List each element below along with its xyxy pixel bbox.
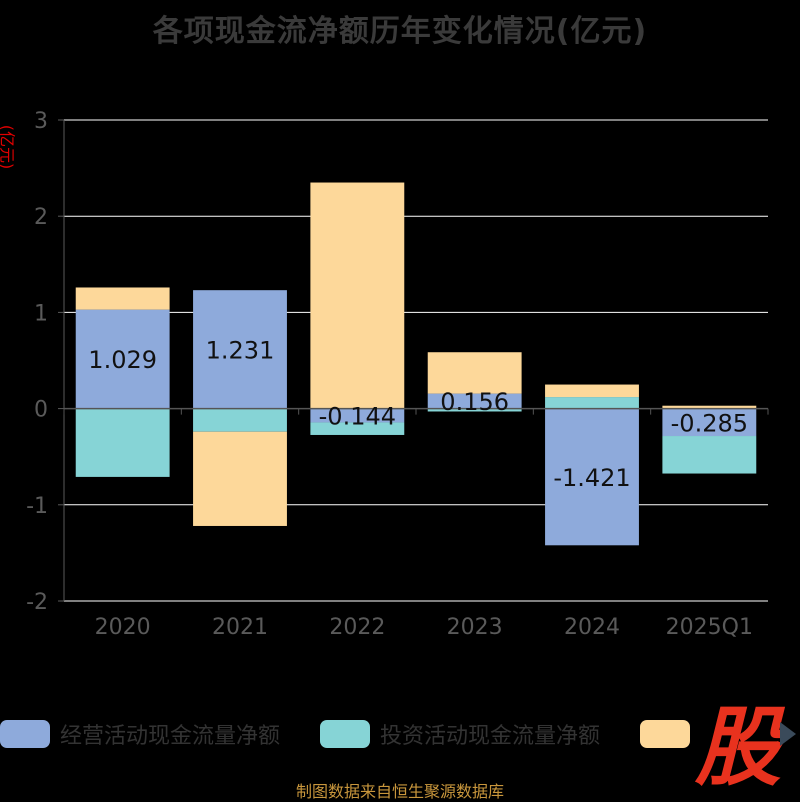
brand-logo: 股 [695, 698, 781, 798]
bar-financing [662, 405, 757, 409]
legend-next-arrow-icon[interactable] [780, 722, 796, 746]
data-label: -1.421 [553, 464, 630, 492]
bar-investing [310, 422, 405, 435]
bar-operating [545, 408, 639, 546]
y-tick-label: 0 [34, 398, 48, 423]
bar-investing [662, 436, 757, 474]
legend-swatch-operating [0, 720, 50, 748]
bar-financing [545, 384, 639, 398]
bar-financing [310, 182, 405, 409]
legend: 经营活动现金流量净额 投资活动现金流量净额 [0, 712, 800, 756]
y-tick-label: 3 [34, 109, 48, 134]
legend-item-operating[interactable]: 经营活动现金流量净额 [0, 712, 280, 756]
bar-operating [193, 290, 287, 409]
x-tick-label: 2024 [564, 615, 620, 640]
x-tick-label: 2022 [329, 615, 385, 640]
y-tick-label: -1 [26, 494, 48, 519]
x-tick-label: 2020 [95, 615, 151, 640]
data-source-note: 制图数据来自恒生聚源数据库 [295, 782, 504, 801]
bar-investing [427, 408, 522, 412]
bar-chart: -2 -1 0 1 2 3 1.029 1.231 -0.144 0.156 -1.421 -0.28… [26, 109, 769, 640]
bar-operating [75, 309, 170, 409]
x-tick-label: 2021 [212, 615, 268, 640]
data-label: 0.156 [440, 388, 509, 416]
legend-label-operating: 经营活动现金流量净额 [60, 724, 281, 749]
x-tick-label: 2025Q1 [666, 615, 753, 640]
legend-swatch-financing [640, 720, 690, 748]
y-tick-label: -2 [26, 590, 48, 615]
bar-investing [545, 397, 639, 409]
y-tick-label: 2 [34, 205, 48, 230]
data-label: -0.144 [319, 403, 396, 431]
data-label: 1.231 [206, 336, 275, 364]
bar-operating [310, 408, 405, 423]
x-tick-label: 2023 [447, 615, 503, 640]
data-label: -0.285 [671, 409, 748, 437]
bar-operating [427, 393, 522, 409]
data-label: 1.029 [88, 346, 157, 374]
chart-title: 各项现金流净额历年变化情况(亿元) [152, 14, 648, 49]
legend-item-financing[interactable] [640, 712, 700, 756]
bar-investing [193, 408, 287, 432]
legend-item-investing[interactable]: 投资活动现金流量净额 [320, 712, 600, 756]
bar-financing [427, 352, 522, 394]
bar-financing [75, 287, 170, 310]
legend-swatch-investing [320, 720, 370, 748]
bar-financing [193, 431, 287, 526]
y-tick-label: 1 [34, 301, 48, 326]
legend-label-investing: 投资活动现金流量净额 [380, 724, 601, 749]
bar-operating [662, 408, 757, 437]
bar-investing [75, 408, 170, 477]
